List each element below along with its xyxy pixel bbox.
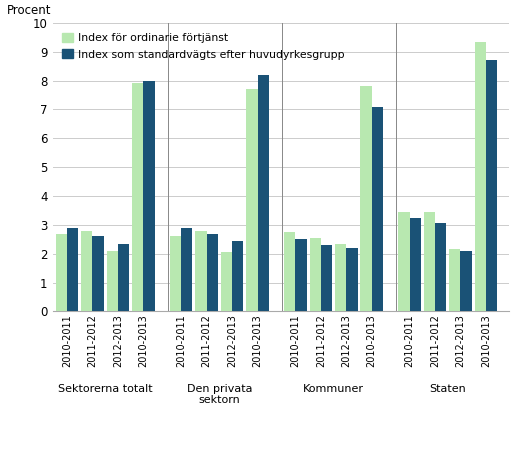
Bar xyxy=(335,244,346,311)
Bar xyxy=(486,60,497,311)
Text: Kommuner: Kommuner xyxy=(303,384,364,394)
Bar xyxy=(284,232,296,311)
Bar xyxy=(67,228,78,311)
Text: Staten: Staten xyxy=(429,384,466,394)
Bar xyxy=(195,231,207,311)
Text: Den privata
sektorn: Den privata sektorn xyxy=(186,384,252,405)
Bar xyxy=(310,238,321,311)
Bar xyxy=(56,234,67,311)
Bar xyxy=(207,234,218,311)
Bar xyxy=(92,236,104,311)
Bar xyxy=(132,83,143,311)
Bar xyxy=(435,224,446,311)
Bar xyxy=(296,239,307,311)
Bar xyxy=(475,42,486,311)
Bar xyxy=(107,251,118,311)
Bar xyxy=(221,252,232,311)
Bar xyxy=(246,89,258,311)
Text: Sektorerna totalt: Sektorerna totalt xyxy=(58,384,152,394)
Bar xyxy=(460,251,472,311)
Bar xyxy=(258,75,269,311)
Bar xyxy=(170,236,181,311)
Bar xyxy=(118,244,129,311)
Bar xyxy=(346,248,358,311)
Bar xyxy=(372,107,383,311)
Legend: Index för ordinarie förtjänst, Index som standardvägts efter huvudyrkesgrupp: Index för ordinarie förtjänst, Index som… xyxy=(62,33,344,60)
Bar xyxy=(361,87,372,311)
Text: Procent: Procent xyxy=(7,4,51,17)
Bar xyxy=(398,212,410,311)
Bar xyxy=(81,231,92,311)
Bar xyxy=(143,81,155,311)
Bar xyxy=(424,212,435,311)
Bar xyxy=(410,218,421,311)
Bar xyxy=(181,228,193,311)
Bar xyxy=(232,241,244,311)
Bar xyxy=(449,250,460,311)
Bar xyxy=(321,245,332,311)
